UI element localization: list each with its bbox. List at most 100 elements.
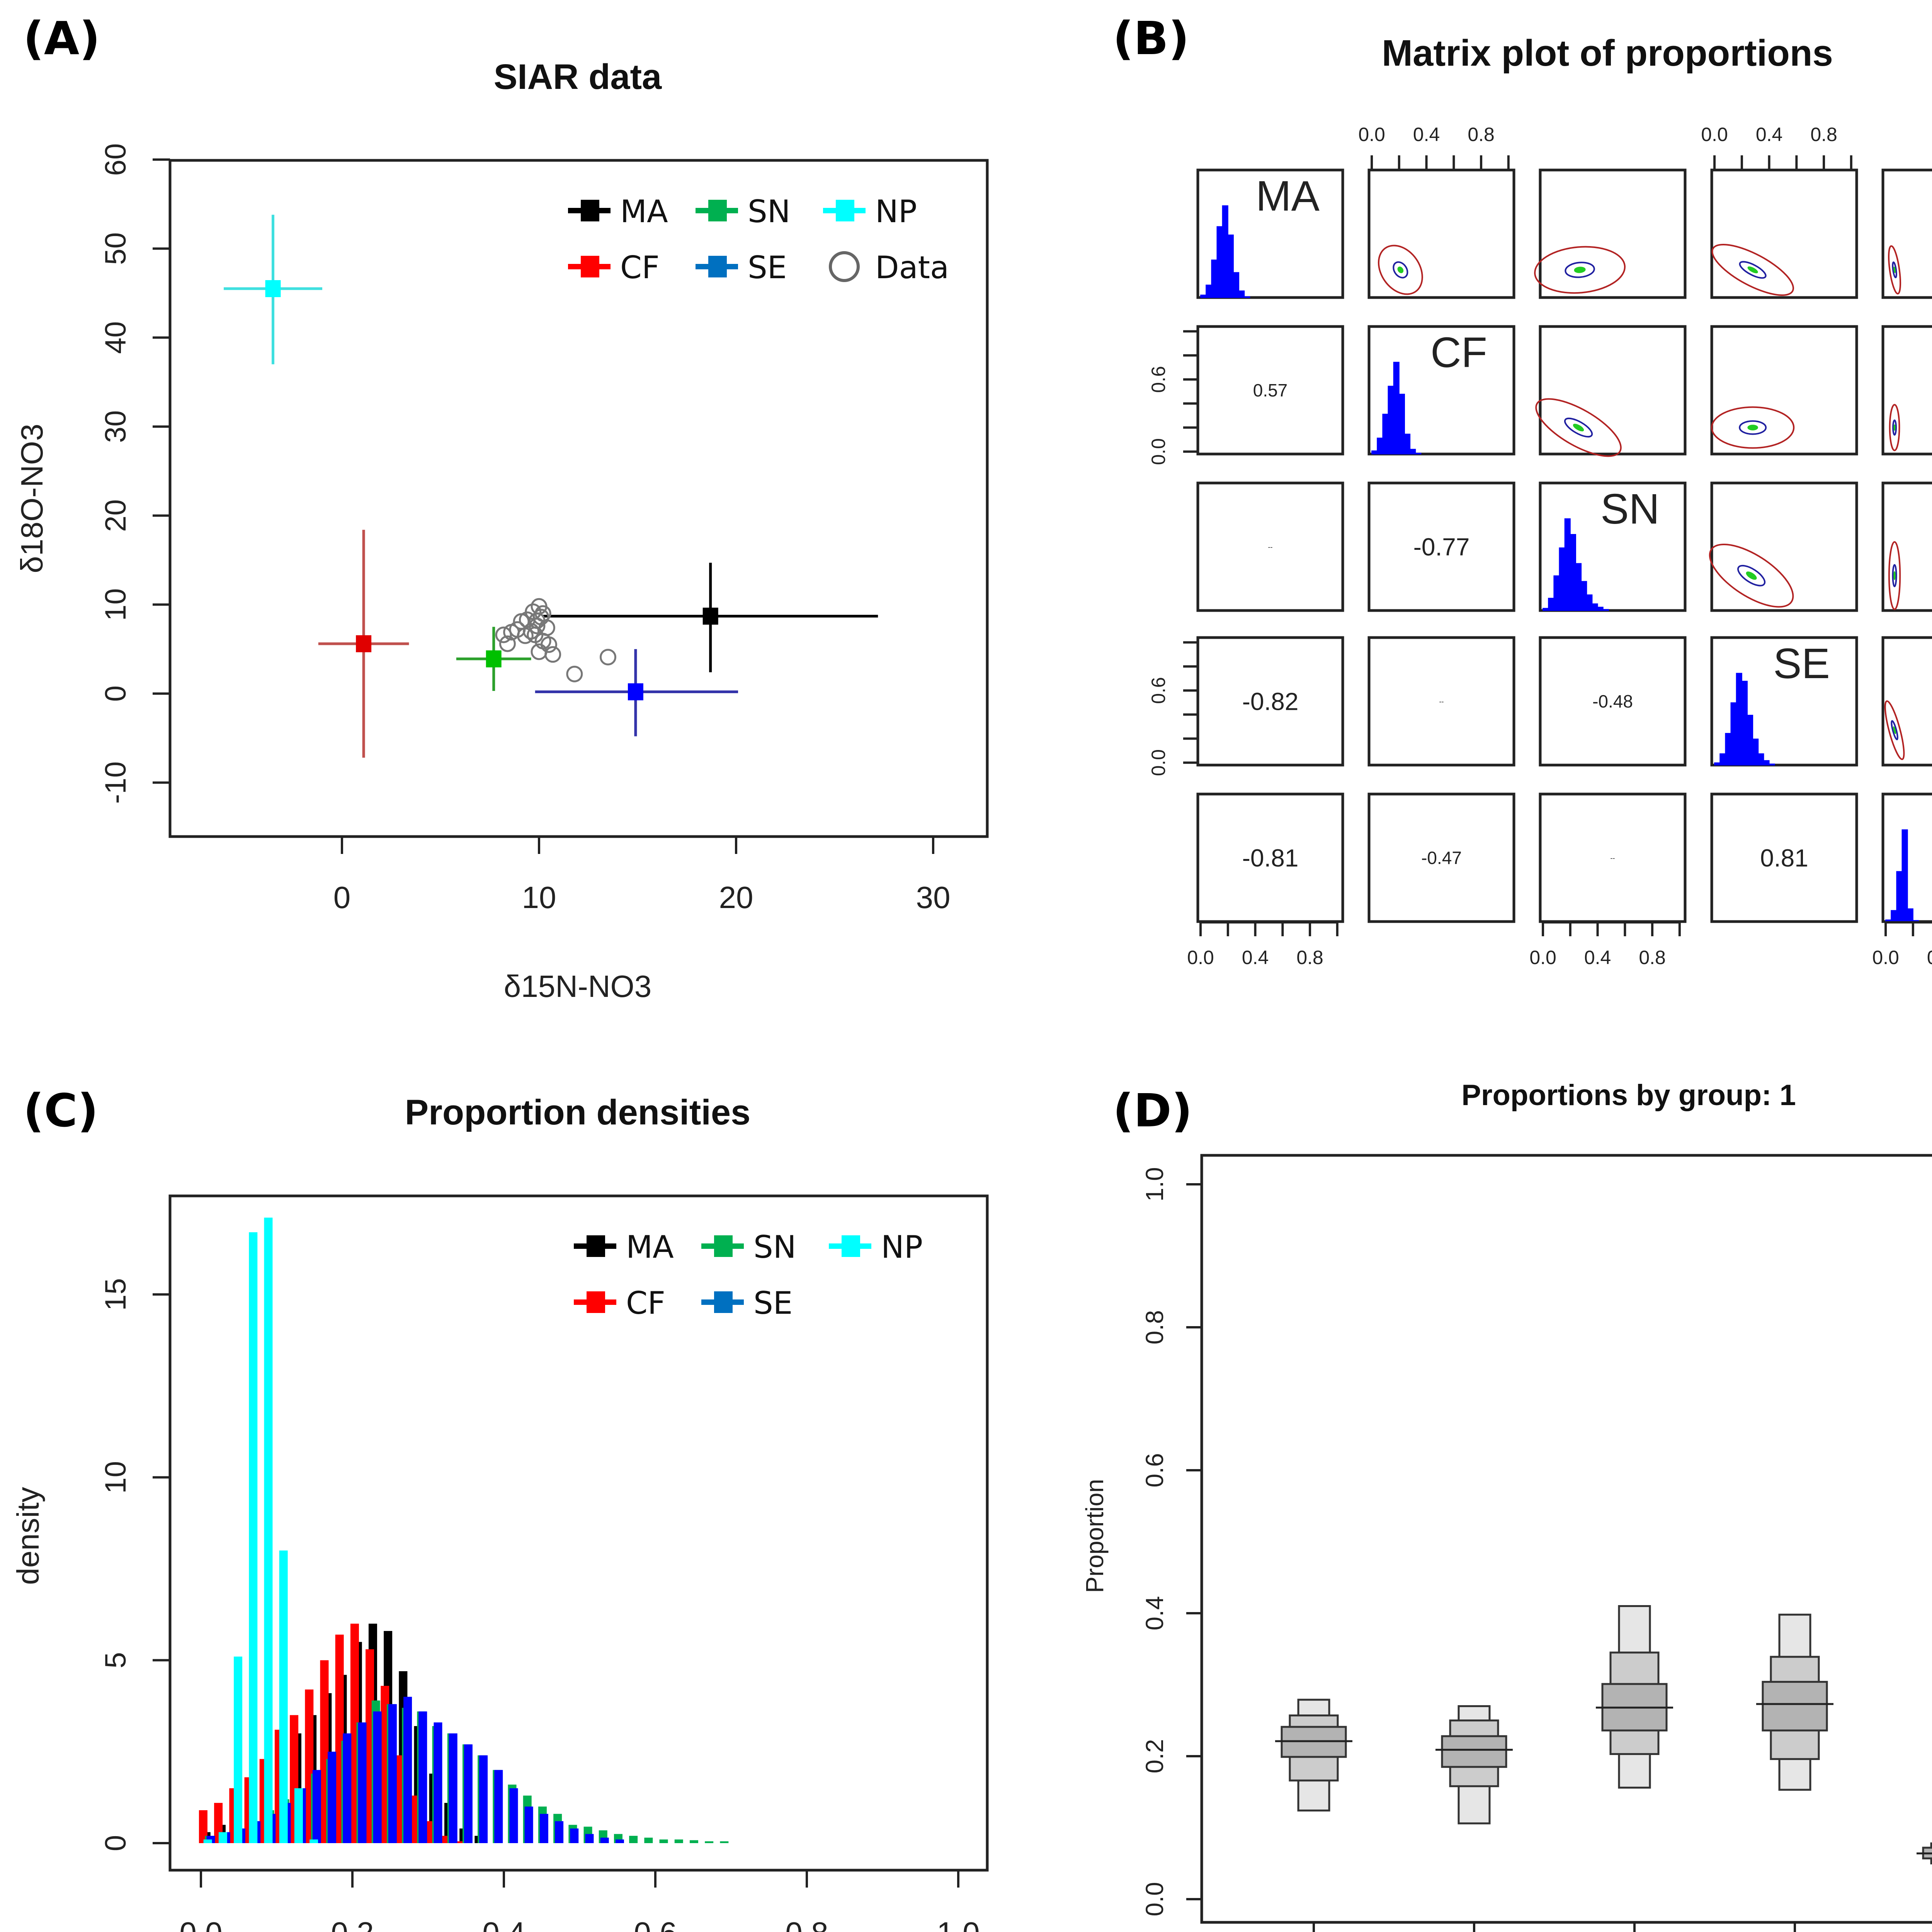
y-tick-label: 10 [99,1461,132,1494]
bar [294,1788,303,1843]
y-tick-label: 40 [99,321,132,354]
correlation-value: -- [1268,543,1273,551]
bar [585,1834,594,1843]
legend-item-sn: SN [701,1229,796,1265]
legend: MA CF SN SE NP [574,1229,923,1321]
histogram-bars [1885,829,1919,922]
chart-title: SIAR data [494,57,662,97]
legend: MA CF SN SE NP Data [568,194,949,286]
contour-inner [1747,425,1758,430]
bar [600,1837,609,1843]
bar [720,1841,729,1843]
contour-outer [1535,398,1622,457]
top-tick-label: 0.0 [1701,124,1728,145]
legend-square-icon [581,200,599,221]
cell-frame [1881,168,1932,299]
left-tick-label: 0.6 [1148,677,1169,704]
contour-middle [1891,720,1898,740]
contour-outer [1709,543,1794,608]
top-tick-label: 0.8 [1468,124,1495,145]
x-tick-label: 0.8 [785,1916,828,1932]
matrix-cell-se-cf [1367,636,1515,767]
contour-inner [1893,266,1896,273]
bar [464,1744,473,1843]
legend-item-np: NP [829,1229,923,1265]
cell-frame [1710,793,1858,923]
y-tick-label: 60 [99,143,132,176]
cell-frame [1710,325,1858,456]
bar [310,1839,318,1843]
source-mean-square [265,280,281,297]
source-marker-sn [456,627,531,691]
correlation-value: -- [1611,854,1615,862]
legend-item-se: SE [696,250,787,286]
bar [388,1704,397,1843]
bar [249,1232,258,1843]
y-axis-label: Proportion [1081,1479,1109,1593]
matrix-cell-cf-ma [1196,325,1344,456]
legend-label: MA [626,1229,674,1265]
matrix-cell-np-se [1710,793,1858,923]
y-tick-label: 0 [99,1835,132,1851]
matrix-cell-se-ma [1196,636,1344,767]
ci-box-sn [1596,1605,1673,1789]
panel-label-a: (A) [23,12,100,65]
x-tick-label: 30 [916,880,951,915]
bar [479,1755,488,1843]
bar [524,1806,533,1843]
contour-middle [1737,565,1766,587]
panel-label-b: (B) [1113,12,1189,65]
matrix-cell-sn-sn: SN [1539,481,1687,612]
data-point [495,626,512,643]
y-tick-label: 30 [99,410,132,443]
x-tick-label: 1.0 [937,1916,980,1932]
matrix-cell-ma-cf [1367,168,1515,299]
variable-label: CF [1430,329,1487,376]
bar [434,1722,442,1843]
source-markers [224,214,878,758]
cell-frame [1196,325,1344,456]
bars [199,1218,729,1843]
cell-frame [1367,636,1515,767]
y-tick-label: 0.2 [1141,1739,1168,1774]
cell-frame [1367,168,1515,299]
y-tick-label: 15 [99,1278,132,1311]
bottom-tick-label: 0.4 [1927,947,1932,968]
y-axis-label: δ18O-NO3 [15,424,49,573]
correlation-value: -0.81 [1242,844,1299,872]
y-axis: 0.0 0.2 0.4 0.6 0.8 1.0 [1141,1167,1203,1916]
legend-label: NP [881,1229,923,1265]
contour-inner [1746,571,1757,580]
contour-outer [1711,406,1795,449]
cell-frame [1539,481,1687,612]
correlation-value: -- [1439,697,1444,705]
source-marker-cf [318,530,409,758]
correlation-value: 0.81 [1760,844,1808,872]
legend-label: NP [875,194,917,230]
correlation-value: -0.77 [1413,533,1470,561]
chart-title: Proportion densities [405,1093,751,1132]
y-tick-label: 0.6 [1141,1453,1168,1488]
matrix-cell-sn-cf [1367,481,1515,612]
bottom-tick-label: 0.8 [1639,947,1666,968]
panel-d-proportions-by-group: (D) Proportions by group: 1 0.0 0.2 0.4 0.6… [1081,1079,1932,1932]
y-axis: 0 5 10 15 [99,1278,171,1851]
y-tick-label: 20 [99,499,132,532]
bar [539,1814,548,1843]
bar [358,1722,367,1843]
bar [555,1821,564,1843]
legend-label: SN [753,1229,796,1265]
y-tick-label: 0.4 [1141,1596,1168,1631]
top-tick-label: 0.8 [1810,124,1837,145]
cell-frame [1710,636,1858,767]
contour-1 [1534,246,1626,294]
legend-item-data: Data [829,250,949,286]
source-mean-square [702,607,718,625]
cell-frame [1367,793,1515,923]
top-tick-label: 0.4 [1756,124,1783,145]
bar [203,1839,212,1843]
contour-middle [1564,417,1593,438]
